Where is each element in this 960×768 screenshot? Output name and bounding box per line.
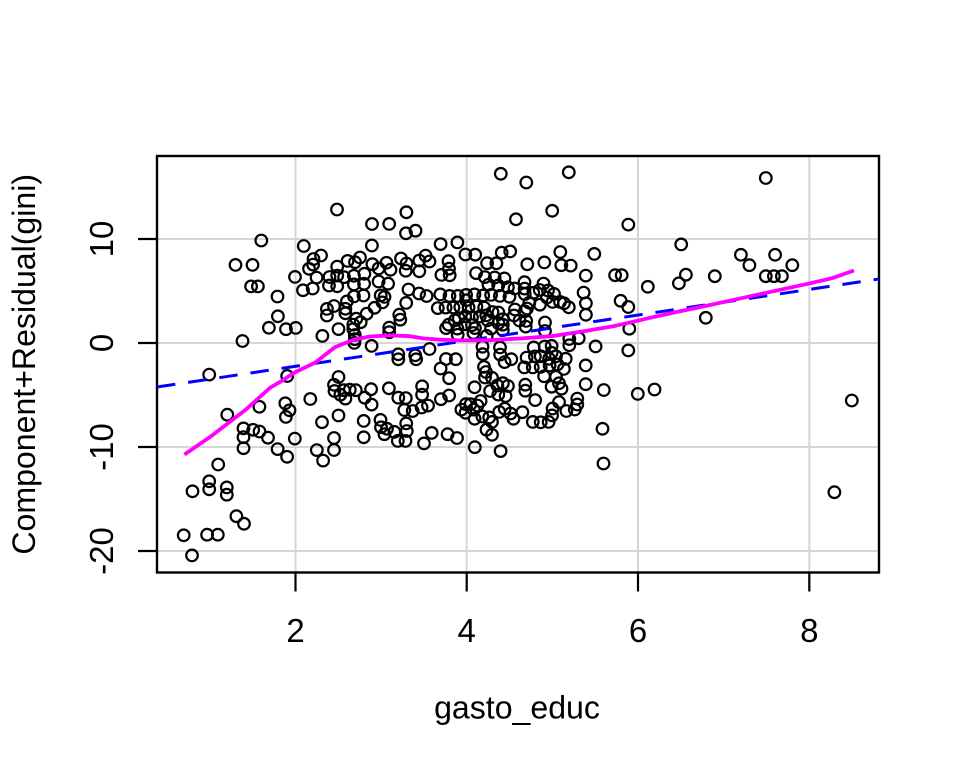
svg-text:4: 4 — [458, 612, 476, 649]
svg-text:Component+Residual(gini): Component+Residual(gini) — [6, 174, 42, 555]
svg-text:2: 2 — [286, 612, 304, 649]
svg-text:10: 10 — [83, 221, 120, 258]
svg-text:8: 8 — [800, 612, 818, 649]
svg-text:gasto_educ: gasto_educ — [434, 690, 600, 726]
svg-text:-20: -20 — [83, 527, 120, 575]
svg-text:0: 0 — [83, 334, 120, 352]
svg-text:-10: -10 — [83, 423, 120, 471]
svg-text:6: 6 — [629, 612, 647, 649]
